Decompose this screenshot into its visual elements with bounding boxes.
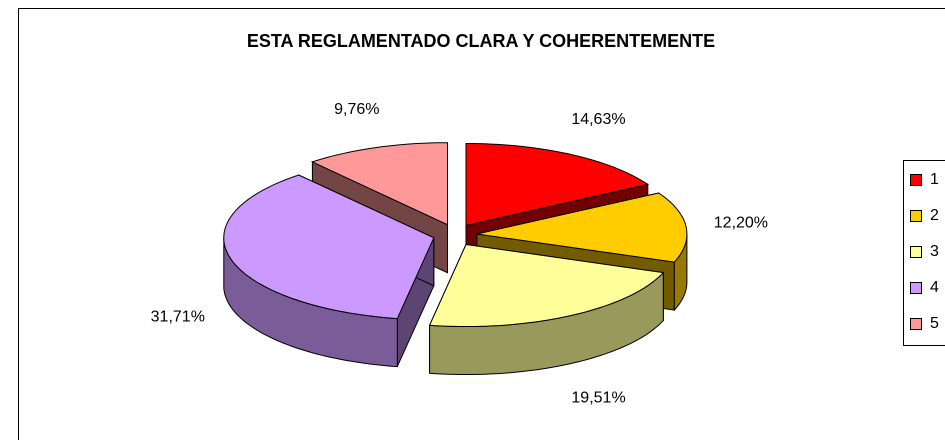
slice [223, 174, 435, 320]
legend-label: 5 [930, 315, 939, 332]
legend-label: 3 [930, 243, 939, 260]
legend-swatch [910, 210, 922, 222]
legend-label: 1 [930, 171, 939, 188]
legend-swatch [910, 318, 922, 330]
data-label: 31,71% [151, 309, 205, 326]
data-label: 14,63% [571, 111, 625, 128]
data-label: 19,51% [571, 389, 625, 406]
slice [465, 143, 650, 227]
legend-swatch [910, 174, 922, 186]
legend-label: 2 [930, 207, 939, 224]
data-label: 9,76% [334, 101, 379, 118]
slice [428, 243, 665, 327]
data-label: 12,20% [714, 215, 768, 232]
legend-swatch [910, 246, 922, 258]
legend-swatch [910, 282, 922, 294]
slice [311, 142, 448, 226]
legend-label: 4 [930, 279, 939, 296]
slice [476, 192, 688, 263]
chart-title: ESTA REGLAMENTADO CLARA Y COHERENTEMENTE [247, 31, 715, 51]
